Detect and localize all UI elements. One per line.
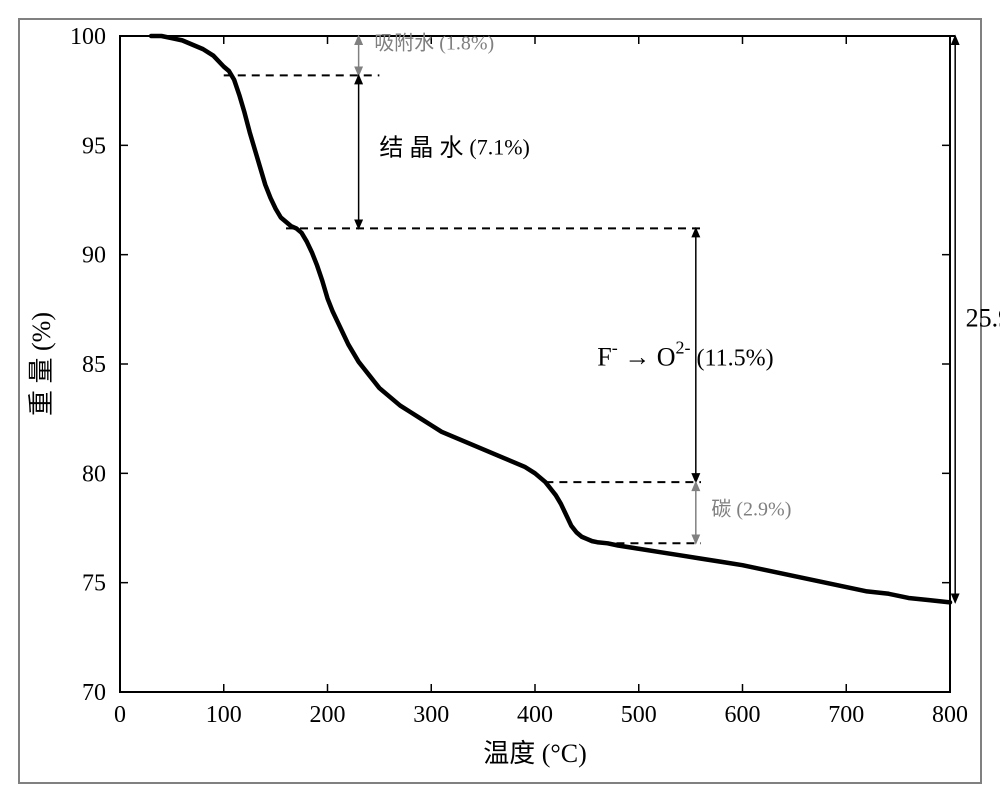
- svg-text:100: 100: [70, 24, 106, 50]
- svg-text:800: 800: [932, 702, 968, 728]
- chart-container: 0 100 200 300 400 500 600 700 800 70 75 80 85 90 95 100…: [0, 0, 1000, 802]
- svg-text:F- → O2- (11.5%): F- → O2- (11.5%): [597, 338, 773, 372]
- svg-text:重 量 (%): 重 量 (%): [27, 312, 56, 416]
- svg-text:0: 0: [114, 702, 126, 728]
- svg-text:300: 300: [413, 702, 449, 728]
- svg-text:400: 400: [517, 702, 553, 728]
- svg-text:600: 600: [725, 702, 761, 728]
- svg-text:温度 (°C): 温度 (°C): [483, 739, 587, 768]
- svg-text:碳 (2.9%): 碳 (2.9%): [711, 497, 791, 520]
- svg-text:100: 100: [206, 702, 242, 728]
- svg-text:500: 500: [621, 702, 657, 728]
- svg-text:75: 75: [82, 571, 106, 597]
- svg-text:80: 80: [82, 461, 106, 487]
- svg-text:吸附水 (1.8%): 吸附水 (1.8%): [374, 31, 494, 54]
- svg-text:95: 95: [82, 133, 106, 159]
- svg-text:结 晶 水 (7.1%): 结 晶 水 (7.1%): [379, 134, 529, 161]
- svg-text:700: 700: [828, 702, 864, 728]
- svg-text:85: 85: [82, 352, 106, 378]
- svg-text:70: 70: [82, 680, 106, 706]
- svg-text:200: 200: [310, 702, 346, 728]
- svg-text:90: 90: [82, 243, 106, 269]
- tga-chart: 0 100 200 300 400 500 600 700 800 70 75 80 85 90 95 100…: [0, 0, 1000, 802]
- svg-text:25.9%: 25.9%: [966, 303, 1000, 332]
